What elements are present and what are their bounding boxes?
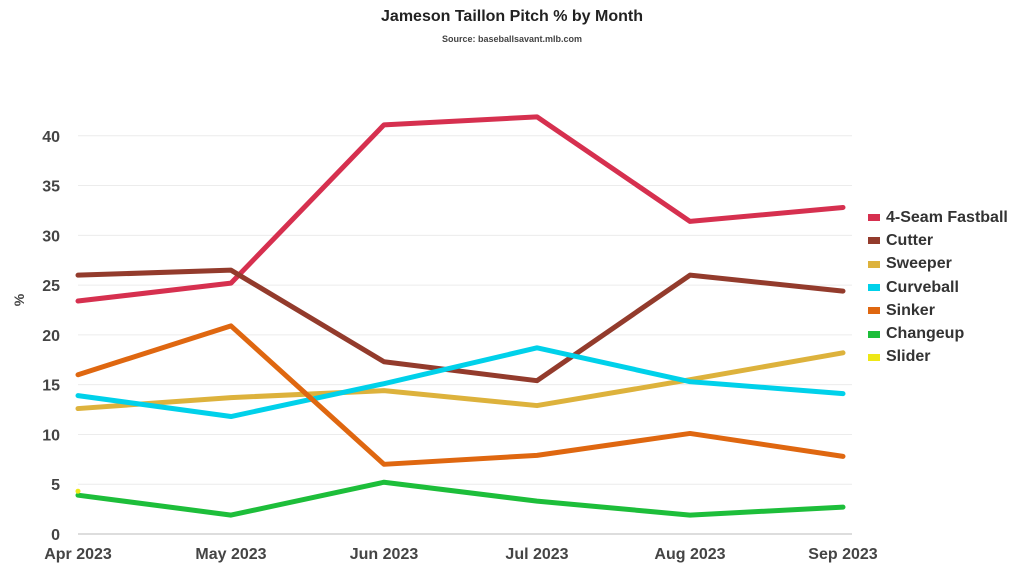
x-tick-label: Sep 2023: [808, 546, 877, 563]
legend-label: Cutter: [886, 231, 934, 249]
x-tick-label: Apr 2023: [44, 546, 112, 563]
legend-swatch: [868, 237, 880, 245]
legend-item-cutter: Cutter: [868, 229, 1008, 252]
legend-item-4-seam-fastball: 4-Seam Fastball: [868, 206, 1008, 229]
x-tick-label: Jun 2023: [350, 546, 419, 563]
legend-item-slider: Slider: [868, 346, 1008, 369]
y-tick-label: 20: [42, 328, 60, 345]
series-lines: [75, 114, 846, 518]
legend: 4-Seam Fastball Cutter Sweeper Curveball Sin…: [868, 206, 1008, 369]
legend-item-sinker: Sinker: [868, 299, 1008, 322]
legend-item-curveball: Curveball: [868, 276, 1008, 299]
y-tick-label: 40: [42, 129, 60, 146]
legend-swatch: [868, 284, 880, 292]
series-line-curveball: [75, 345, 846, 420]
series-line-cutter: [75, 267, 846, 384]
legend-swatch: [868, 307, 880, 315]
grid-lines: [78, 135, 852, 535]
series-line-sweeper: [75, 350, 846, 412]
series-point-slider: [75, 488, 81, 494]
legend-label: 4-Seam Fastball: [886, 208, 1008, 226]
x-tick-label: May 2023: [195, 546, 266, 563]
legend-item-sweeper: Sweeper: [868, 253, 1008, 276]
legend-label: Changeup: [886, 325, 965, 343]
y-tick-label: 5: [51, 477, 60, 494]
y-tick-label: 30: [42, 228, 60, 245]
x-tick-label: Jul 2023: [505, 546, 568, 563]
legend-swatch: [868, 260, 880, 268]
legend-label: Sweeper: [886, 255, 952, 273]
series-line-4-seam-fastball: [75, 114, 846, 304]
y-tick-label: 10: [42, 427, 60, 444]
y-tick-label: 15: [42, 378, 60, 395]
x-axis-ticks: Apr 2023 May 2023 Jun 2023 Jul 2023 Aug 2023…: [44, 546, 878, 563]
legend-swatch: [868, 330, 880, 338]
y-axis-ticks: 0 5 10 15 20 25 30 35 40: [42, 129, 60, 544]
legend-item-changeup: Changeup: [868, 322, 1008, 345]
series-line-changeup: [75, 479, 846, 518]
legend-swatch: [868, 214, 880, 222]
legend-label: Slider: [886, 348, 931, 366]
chart-subtitle: Source: baseballsavant.mlb.com: [441, 34, 583, 44]
legend-swatch: [868, 353, 880, 361]
y-tick-label: 25: [42, 278, 60, 295]
y-tick-label: 0: [51, 527, 60, 544]
legend-label: Sinker: [886, 301, 935, 319]
y-axis-label: %: [11, 293, 27, 306]
y-tick-label: 35: [42, 179, 60, 196]
x-tick-label: Aug 2023: [654, 546, 725, 563]
legend-label: Curveball: [886, 278, 959, 296]
chart-title: Jameson Taillon Pitch % by Month: [381, 8, 643, 25]
series-line-sinker: [75, 323, 846, 467]
